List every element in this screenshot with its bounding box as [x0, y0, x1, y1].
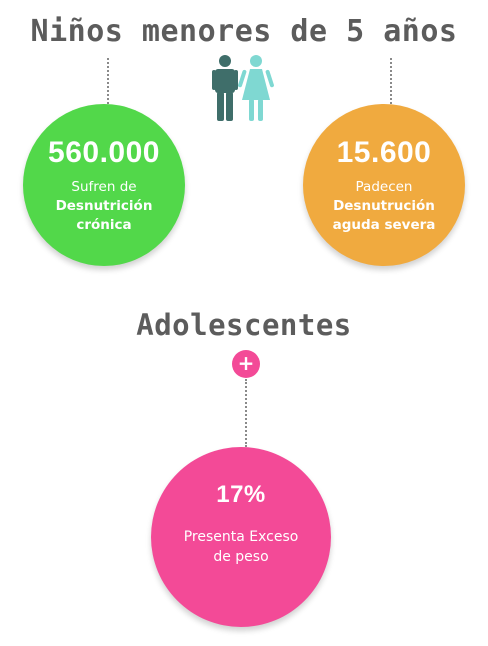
- stat-circle-overweight: 17% Presenta Exceso de peso: [151, 447, 331, 627]
- stat-caption-line2: Desnutrición: [55, 198, 153, 214]
- stat-caption: Padecen Desnutrución aguda severa: [303, 178, 465, 235]
- stat-circle-severe-malnutrition: 15.600 Padecen Desnutrución aguda severa: [303, 104, 465, 266]
- stat-caption-line3: aguda severa: [332, 217, 436, 233]
- children-title: Niños menores de 5 años: [30, 14, 458, 49]
- connector-right: [390, 58, 392, 104]
- stat-value: 560.000: [48, 136, 160, 169]
- teens-title: Adolescentes: [136, 308, 352, 342]
- stat-caption-line1: Sufren de: [71, 179, 137, 195]
- stat-caption-line3: crónica: [76, 217, 132, 233]
- stat-circle-chronic-malnutrition: 560.000 Sufren de Desnutrición crónica: [23, 104, 185, 266]
- stat-caption: Sufren de Desnutrición crónica: [23, 178, 185, 235]
- girl-icon: [238, 55, 274, 121]
- stat-value: 15.600: [336, 136, 432, 169]
- stat-caption-line2: de peso: [213, 549, 269, 565]
- stat-value: 17%: [216, 481, 266, 508]
- connector-teens: [245, 379, 247, 447]
- boy-icon: [212, 55, 238, 121]
- stat-caption-line1: Presenta Exceso: [183, 529, 299, 545]
- plus-icon: +: [232, 350, 260, 378]
- stat-caption-line2: Desnutrución: [333, 198, 435, 214]
- stat-caption: Presenta Exceso de peso: [151, 527, 331, 567]
- stat-caption-line1: Padecen: [355, 179, 413, 195]
- boy-girl-icon: [212, 55, 274, 121]
- connector-left: [107, 58, 109, 104]
